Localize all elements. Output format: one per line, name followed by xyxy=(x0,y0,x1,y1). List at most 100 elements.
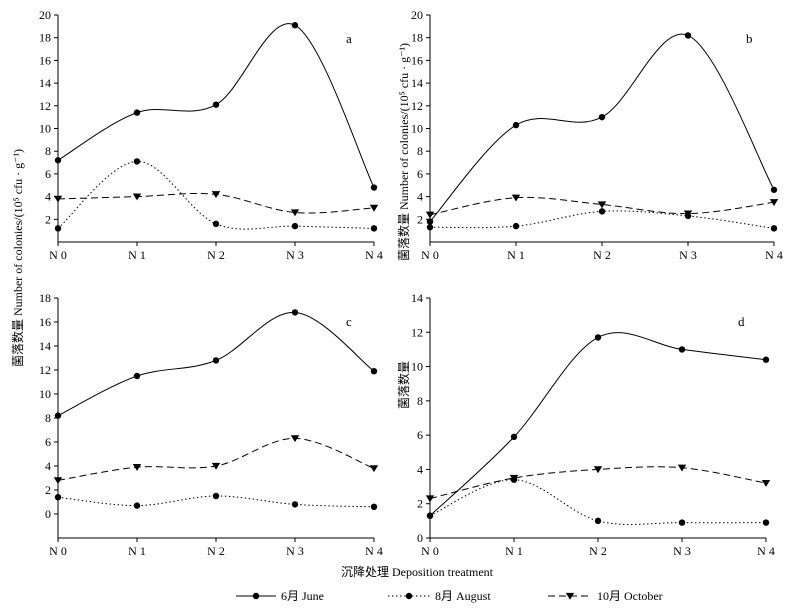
data-point xyxy=(678,519,686,526)
legend-label: 8月 August xyxy=(435,589,491,603)
series-2 xyxy=(53,191,379,217)
right-ylabel: 菌落数量 Number of colonies/(10⁵ cfu · g⁻¹) xyxy=(396,43,411,261)
y-tick-label: 8 xyxy=(417,144,423,158)
data-point xyxy=(54,412,62,419)
data-point xyxy=(512,222,520,230)
data-point xyxy=(593,466,603,474)
series-2 xyxy=(425,194,779,219)
data-point xyxy=(132,464,142,471)
data-point xyxy=(597,201,607,209)
data-point xyxy=(370,225,378,232)
panel-b: 2 4 6 8 10 12 14 16 18 20 N 0 N 1 N 2 N 3 N 4 b xyxy=(411,8,783,262)
legend-label: 6月 June xyxy=(281,589,324,603)
y-tick-label: 8 xyxy=(45,144,51,158)
data-point xyxy=(510,433,518,441)
data-point xyxy=(211,462,221,470)
y-tick-label: 16 xyxy=(39,315,51,329)
series-line xyxy=(429,479,767,525)
y-tick-label: 4 xyxy=(417,462,423,476)
x-tick-label: N 1 xyxy=(507,248,525,262)
panel-letter: a xyxy=(346,31,352,46)
series-0 xyxy=(426,332,770,519)
legend-marker xyxy=(565,592,575,600)
data-point xyxy=(770,225,778,232)
series-2 xyxy=(425,464,771,503)
data-point xyxy=(53,195,63,203)
data-point xyxy=(212,220,220,228)
x-tick-label: N 0 xyxy=(421,248,439,262)
y-tick-label: 10 xyxy=(411,360,423,374)
data-point xyxy=(133,158,141,165)
y-tick-label: 16 xyxy=(411,53,423,67)
data-point xyxy=(291,222,299,230)
data-point xyxy=(370,503,378,510)
x-tick-label: N 3 xyxy=(679,248,697,262)
data-point xyxy=(133,109,141,116)
y-tick-label: 6 xyxy=(45,167,51,181)
series-line xyxy=(429,196,775,216)
series-0 xyxy=(426,32,778,225)
data-point xyxy=(132,193,142,201)
data-point xyxy=(54,157,62,164)
legend-item-1: 8月 August xyxy=(388,589,491,603)
x-tick-label: N 4 xyxy=(365,248,383,262)
x-tick-label: N 2 xyxy=(589,544,607,558)
legend: 6月 June 8月 August 10月 October xyxy=(236,589,663,603)
series-line xyxy=(57,23,375,188)
data-point xyxy=(677,464,687,472)
data-point xyxy=(598,113,606,121)
x-tick-label: N 0 xyxy=(49,248,67,262)
y-tick-label: 10 xyxy=(39,122,51,136)
y-tick-label: 18 xyxy=(39,291,51,305)
data-point xyxy=(684,32,692,39)
data-point xyxy=(425,211,435,219)
y-tick-label: 0 xyxy=(417,531,423,545)
y-tick-label: 16 xyxy=(39,53,51,67)
y-tick-label: 2 xyxy=(45,212,51,226)
x-tick-label: N 3 xyxy=(286,544,304,558)
y-tick-label: 2 xyxy=(417,497,423,511)
series-0 xyxy=(54,22,378,191)
y-tick-label: 20 xyxy=(411,8,423,22)
series-1 xyxy=(54,158,378,232)
x-tick-label: N 1 xyxy=(128,544,146,558)
y-tick-label: 12 xyxy=(411,325,423,339)
data-point xyxy=(511,194,521,202)
legend-marker xyxy=(405,592,413,600)
x-axis-title: 沉降处理 Deposition treatment xyxy=(341,565,494,579)
panel-letter: b xyxy=(746,31,753,46)
data-point xyxy=(291,309,299,316)
panel-c: 0 2 4 6 8 10 12 14 16 18 N 0 N 1 N 2 N 3 N 4 c xyxy=(39,291,383,558)
series-1 xyxy=(426,208,778,232)
data-point xyxy=(426,512,434,519)
data-point xyxy=(762,356,770,363)
series-line xyxy=(57,495,375,508)
x-tick-label: N 4 xyxy=(757,544,775,558)
series-1 xyxy=(54,492,378,510)
panel-d: 0 2 4 6 8 10 12 14 N 0 N 1 N 2 N 3 N 4 d xyxy=(411,291,775,558)
x-tick-label: N 4 xyxy=(765,248,783,262)
series-2 xyxy=(53,435,379,485)
series-line xyxy=(57,311,375,417)
data-point xyxy=(594,334,602,341)
data-point xyxy=(290,435,300,443)
series-0 xyxy=(54,309,378,419)
legend-label: 10月 October xyxy=(597,589,663,603)
data-point xyxy=(598,208,606,215)
y-tick-label: 12 xyxy=(411,99,423,113)
y-tick-label: 20 xyxy=(39,8,51,22)
data-point xyxy=(370,184,378,191)
data-point xyxy=(426,224,434,231)
series-line xyxy=(57,160,375,230)
y-tick-label: 8 xyxy=(45,411,51,425)
x-tick-label: N 2 xyxy=(593,248,611,262)
y-tick-label: 18 xyxy=(39,31,51,45)
y-tick-label: 10 xyxy=(39,387,51,401)
data-point xyxy=(426,218,434,225)
series-1 xyxy=(426,476,770,526)
data-point xyxy=(211,191,221,199)
data-point xyxy=(678,346,686,353)
y-tick-label: 6 xyxy=(45,435,51,449)
x-tick-label: N 1 xyxy=(505,544,523,558)
panel-letter: d xyxy=(738,314,745,329)
